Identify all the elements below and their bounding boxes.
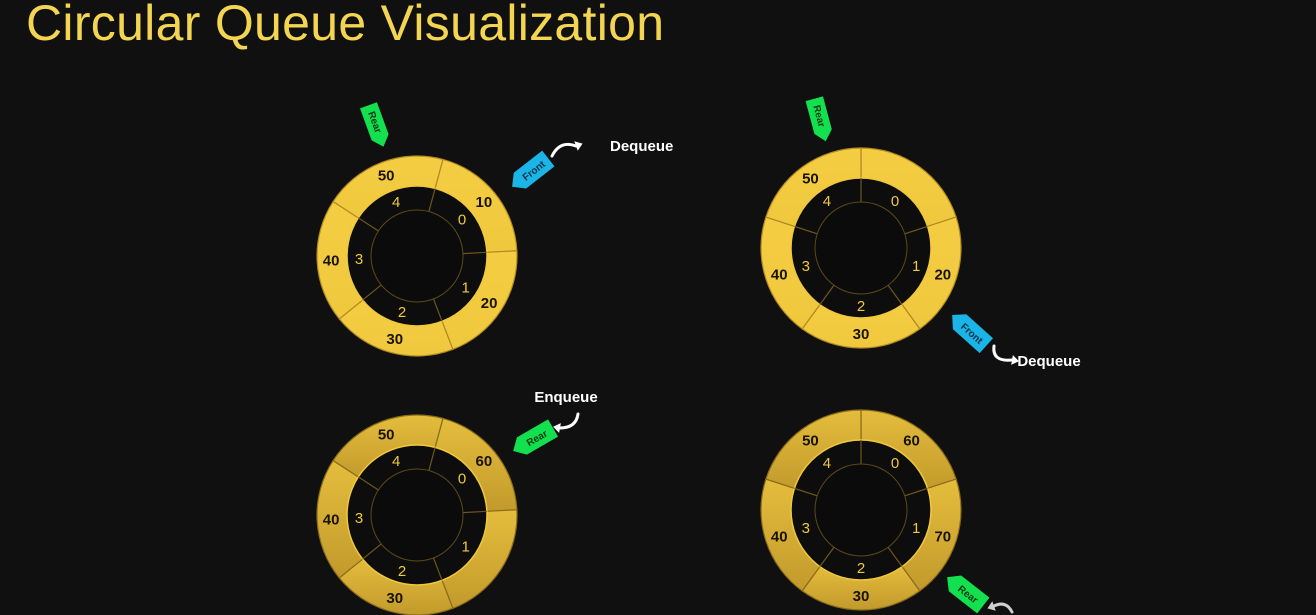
slot-value: 30	[386, 331, 403, 348]
slot-value: 30	[386, 590, 403, 607]
slot-index: 2	[857, 560, 865, 577]
slot-index: 2	[398, 563, 406, 580]
pointer-tag-shape	[947, 575, 990, 614]
slot-divider	[357, 476, 379, 491]
curved-arrow-icon	[992, 344, 1014, 362]
slot-value: 40	[771, 529, 788, 546]
pointer-tag-shape	[360, 102, 389, 147]
pointer-tag-shape	[513, 419, 559, 455]
slot-divider	[887, 284, 903, 305]
slot-value: 60	[903, 432, 920, 449]
slot-index: 3	[802, 258, 810, 275]
slot-divider	[362, 543, 382, 560]
slot-value: 10	[475, 194, 492, 211]
slot-divider	[357, 217, 379, 232]
slot-value: 30	[853, 326, 870, 343]
queue-action-label: Dequeue	[1017, 353, 1080, 370]
slot-value: 30	[853, 588, 870, 605]
rear-pointer-marker: Rear	[360, 102, 389, 147]
arrow-head-icon	[1011, 355, 1019, 365]
slot-value: 40	[771, 267, 788, 284]
queue-ring-3: 60 0 1 30 2 40 3 50 4 Rear Enqueue	[316, 389, 598, 615]
slot-divider	[819, 284, 835, 305]
slot-index: 4	[823, 193, 831, 210]
page-title: Circular Queue Visualization	[26, 0, 665, 51]
slot-value: 20	[481, 295, 498, 312]
slot-index: 2	[398, 304, 406, 321]
queue-ring-2: 0 20 1 30 2 40 3 504 Rear Front Dequeue	[760, 96, 1081, 370]
slot-index: 4	[823, 455, 831, 472]
queue-action-label: Enqueue	[534, 389, 597, 406]
slot-index: 1	[461, 280, 469, 297]
slot-index: 2	[857, 298, 865, 315]
ring-hole	[814, 201, 908, 295]
slot-divider	[462, 251, 487, 255]
slot-value: 70	[934, 529, 951, 546]
slot-divider	[462, 510, 487, 514]
slot-divider	[432, 557, 443, 581]
queue-action-label: Dequeue	[610, 138, 673, 155]
curved-arrow-icon	[992, 602, 1014, 614]
slot-value: 40	[323, 253, 340, 270]
slot-divider	[904, 225, 928, 235]
queue-ring-1: 10 0 20 1 30 2 40 3 50 4 Rear Front Dequeue	[316, 102, 673, 357]
ring-hole	[370, 468, 464, 562]
arrow-head-icon	[987, 601, 996, 611]
arrow-head-icon	[553, 423, 561, 433]
slot-index: 1	[912, 258, 920, 275]
slot-index: 0	[891, 455, 899, 472]
slot-value: 20	[934, 267, 951, 284]
slot-index: 3	[355, 251, 363, 268]
ring-hole	[370, 209, 464, 303]
slot-index: 4	[392, 194, 400, 211]
slot-value: 40	[323, 512, 340, 529]
slot-value: 50	[802, 170, 819, 187]
rear-pointer-marker: Rear	[947, 575, 990, 614]
slot-divider	[428, 188, 436, 212]
slot-index: 3	[355, 510, 363, 527]
pointer-tag-shape	[805, 96, 832, 142]
arrow-head-icon	[574, 141, 583, 151]
slot-divider	[794, 225, 818, 235]
slot-index: 1	[912, 520, 920, 537]
ring-hole	[814, 463, 908, 557]
slot-value: 50	[802, 432, 819, 449]
slot-divider	[794, 487, 818, 497]
slot-divider	[904, 487, 928, 497]
rear-pointer-marker: Rear	[805, 96, 832, 142]
curved-arrow-icon	[558, 412, 580, 430]
slot-divider	[362, 284, 382, 301]
front-pointer-marker: Front	[512, 150, 555, 189]
rear-pointer-marker: Rear	[513, 419, 559, 455]
slot-index: 0	[458, 211, 466, 228]
pointer-tag-shape	[512, 150, 555, 189]
slot-index: 4	[392, 453, 400, 470]
slot-value: 60	[475, 453, 492, 470]
slot-value: 50	[378, 427, 395, 444]
slot-index: 1	[461, 539, 469, 556]
slot-divider	[432, 298, 443, 322]
queue-ring-4: 600 70 1 30 2 40 3 504 Rear	[760, 409, 990, 614]
slot-value: 50	[378, 168, 395, 185]
front-pointer-marker: Front	[952, 314, 994, 354]
pointer-tag-shape	[952, 314, 994, 354]
slot-index: 0	[458, 470, 466, 487]
slot-index: 0	[891, 193, 899, 210]
curved-arrow-icon	[550, 142, 578, 158]
slot-divider	[428, 447, 436, 471]
slot-divider	[819, 546, 835, 567]
slot-divider	[887, 546, 903, 567]
slot-index: 3	[802, 520, 810, 537]
